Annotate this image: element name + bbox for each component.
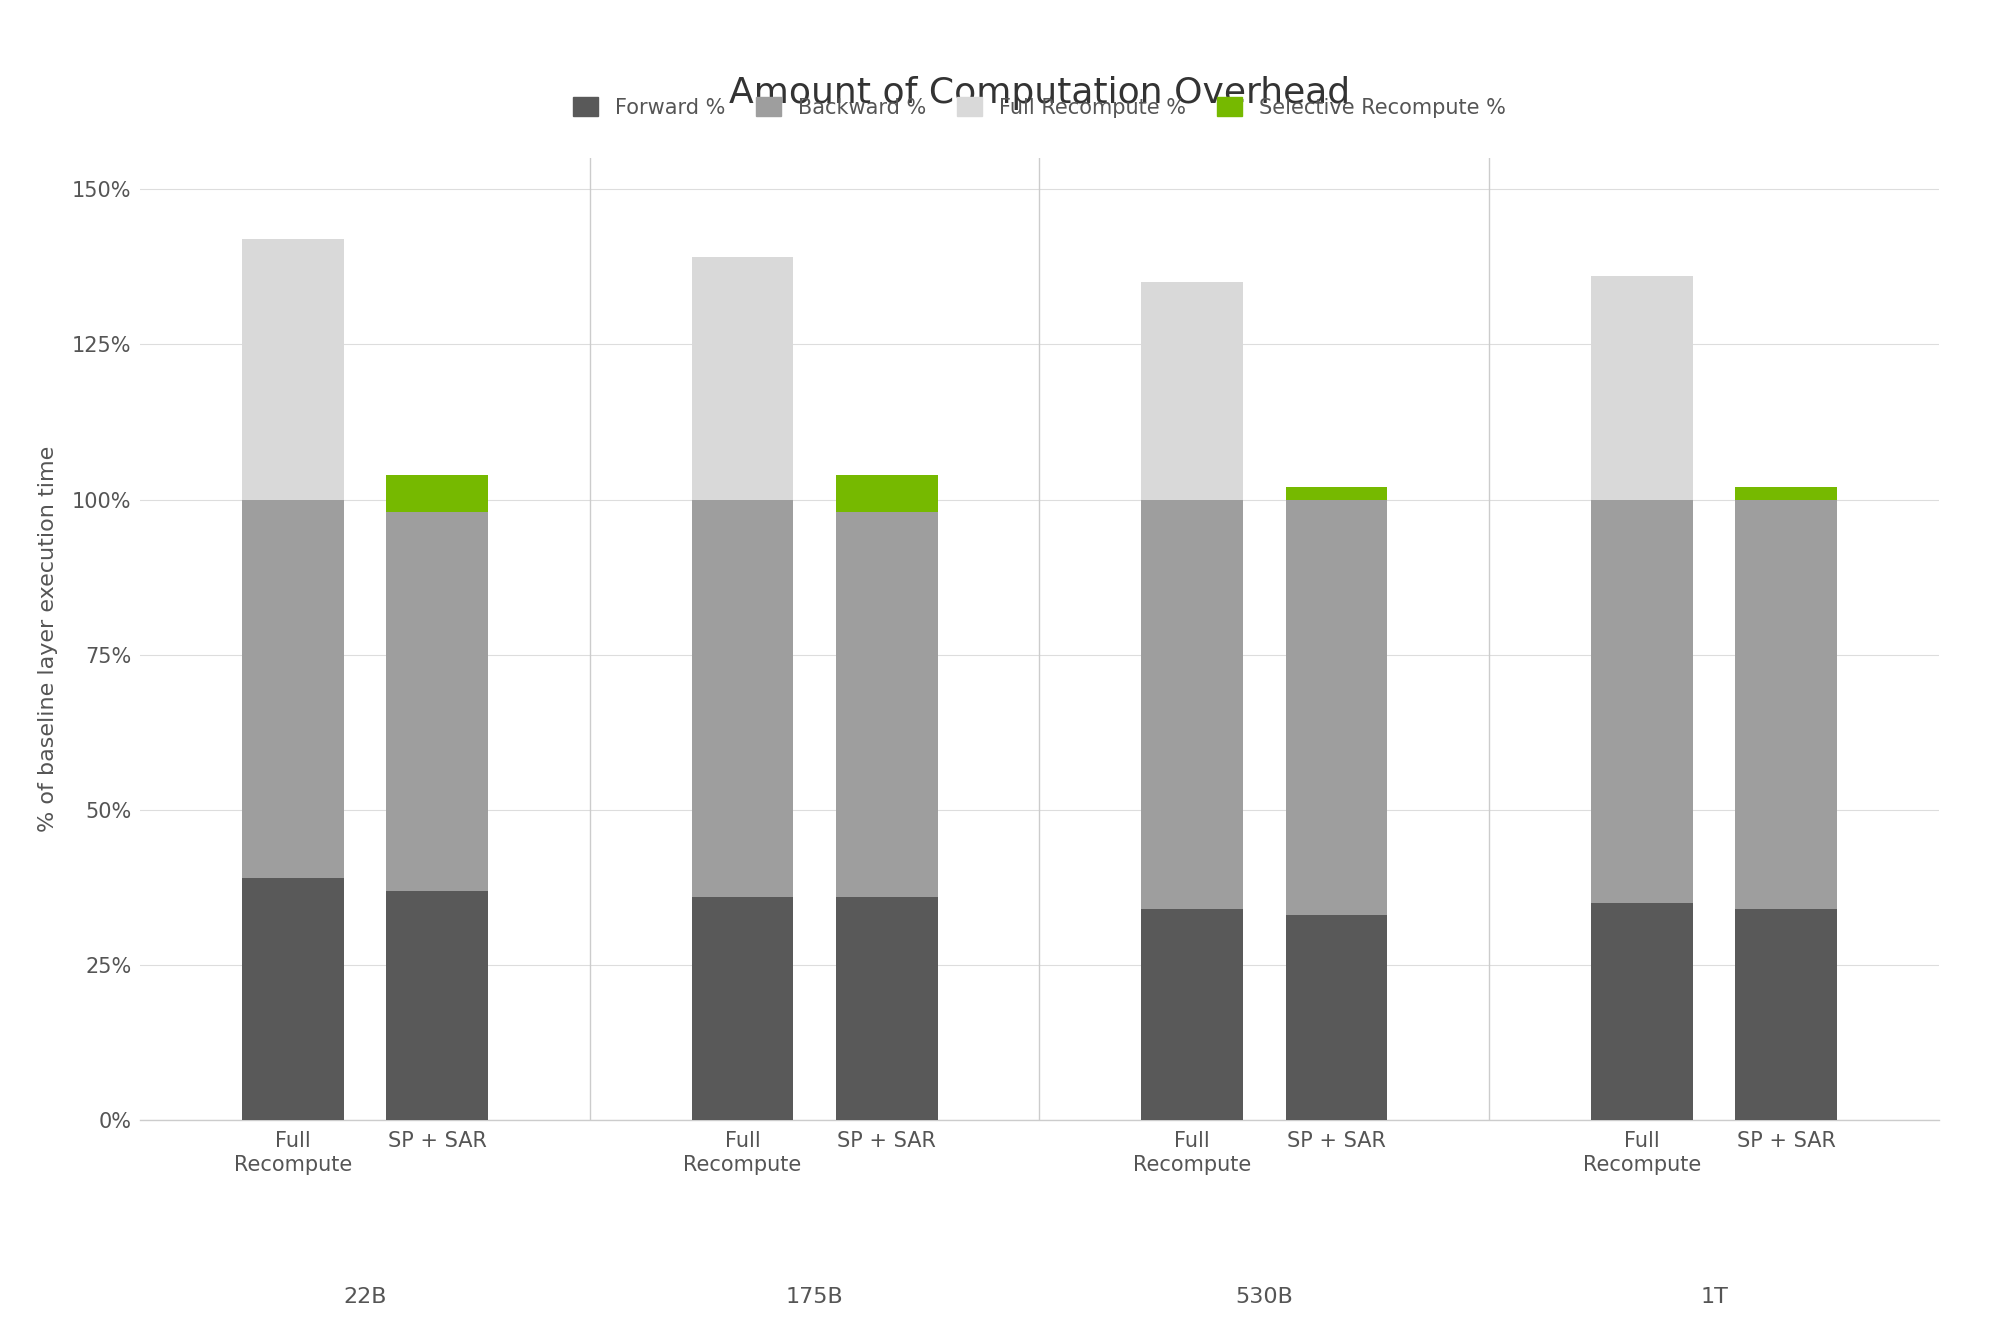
Bar [1141, 282, 1243, 500]
Bar [242, 878, 344, 1120]
Title: Amount of Computation Overhead: Amount of Computation Overhead [729, 75, 1349, 109]
Text: 175B: 175B [785, 1288, 843, 1307]
Bar [1734, 488, 1836, 500]
Bar [386, 474, 488, 511]
Y-axis label: % of baseline layer execution time: % of baseline layer execution time [38, 445, 58, 833]
Bar [1141, 500, 1243, 909]
Bar [1734, 909, 1836, 1120]
Bar [835, 896, 937, 1120]
Bar [691, 500, 793, 896]
Bar [242, 239, 344, 500]
Legend: Forward %, Backward %, Full Recompute %, Selective Recompute %: Forward %, Backward %, Full Recompute %,… [561, 87, 1516, 128]
Bar [1590, 903, 1692, 1120]
Bar [386, 511, 488, 891]
Bar [1590, 275, 1692, 500]
Bar [691, 896, 793, 1120]
Text: 530B: 530B [1235, 1288, 1293, 1307]
Bar [1285, 488, 1387, 500]
Bar [835, 474, 937, 511]
Bar [386, 891, 488, 1120]
Text: 22B: 22B [344, 1288, 386, 1307]
Bar [1285, 500, 1387, 916]
Bar [835, 511, 937, 896]
Text: 1T: 1T [1700, 1288, 1726, 1307]
Bar [1590, 500, 1692, 903]
Bar [1285, 916, 1387, 1120]
Bar [1141, 909, 1243, 1120]
Bar [691, 257, 793, 500]
Bar [242, 500, 344, 878]
Bar [1734, 500, 1836, 909]
